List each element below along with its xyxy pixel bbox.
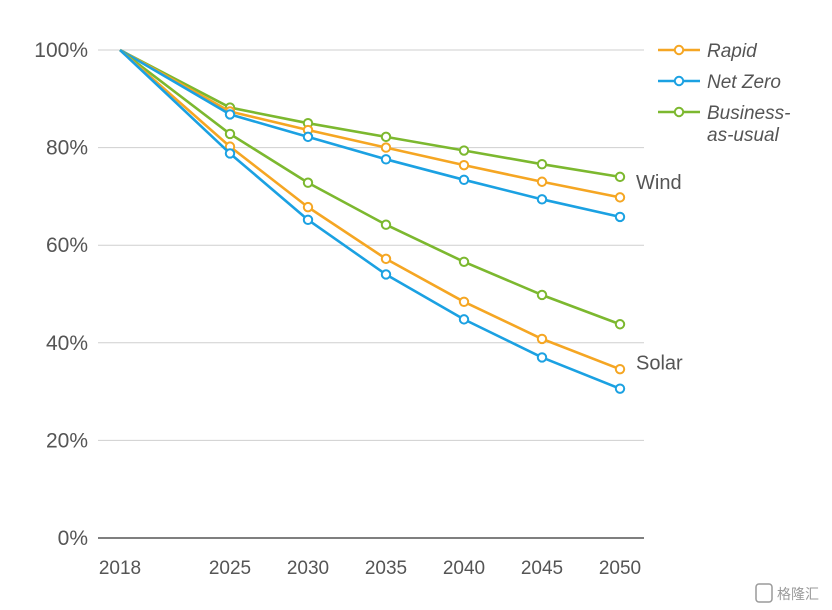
series-line (119, 48, 621, 179)
x-tick-label: 2035 (365, 558, 407, 579)
data-point (458, 256, 470, 267)
data-point (614, 383, 626, 394)
data-point (302, 201, 314, 213)
x-axis-tick-labels: 2018 2025 2030 2035 2040 2045 2050 (99, 558, 641, 579)
data-point (302, 177, 314, 188)
watermark-text: 格隆汇 (777, 586, 819, 602)
data-point (380, 154, 392, 165)
data-point (380, 219, 392, 230)
y-tick-label: 20% (46, 429, 88, 452)
x-tick-label: 2040 (443, 558, 485, 579)
watermark: 格隆汇 (755, 583, 819, 603)
data-point (536, 176, 548, 187)
x-tick-label: 2050 (599, 558, 641, 579)
y-axis-tick-labels: 0% 20% 40% 60% 80% 100% (34, 39, 88, 550)
group-label: Solar (636, 352, 683, 374)
legend-label-line2: as-usual (707, 125, 780, 146)
data-point (614, 171, 626, 183)
group-label: Wind (636, 172, 682, 194)
y-tick-label: 0% (58, 527, 88, 550)
x-tick-label: 2018 (99, 558, 141, 579)
data-point (380, 253, 392, 265)
data-point (614, 319, 626, 330)
y-tick-label: 60% (46, 234, 88, 257)
x-tick-label: 2045 (521, 558, 563, 579)
legend-label: Rapid (707, 41, 758, 62)
y-tick-label: 80% (46, 137, 88, 160)
data-point (224, 148, 236, 159)
data-point (614, 211, 626, 223)
data-point (458, 296, 470, 308)
data-point (458, 159, 470, 171)
x-tick-label: 2030 (287, 558, 329, 579)
data-point (536, 194, 548, 205)
gridlines (98, 49, 644, 539)
legend-swatch-marker (673, 75, 685, 87)
y-tick-label: 100% (34, 39, 88, 62)
group-annotations: Wind Solar (636, 172, 683, 375)
data-point (380, 269, 392, 280)
data-point (302, 131, 314, 143)
data-point (536, 289, 548, 301)
data-point (224, 128, 236, 140)
legend-swatch-marker (673, 44, 685, 56)
data-point (380, 142, 392, 153)
data-point (614, 363, 626, 375)
data-point (536, 333, 548, 345)
x-tick-label: 2025 (209, 558, 251, 579)
data-point (458, 314, 470, 325)
data-point (224, 109, 236, 120)
series-line (119, 49, 621, 371)
data-point (458, 174, 470, 186)
data-point (458, 145, 470, 156)
data-point (536, 158, 548, 170)
data-point (536, 352, 548, 363)
series-line (119, 48, 621, 199)
legend: Rapid Net Zero Business-as-usual (658, 41, 790, 146)
legend-label: Net Zero (707, 72, 781, 93)
data-point (380, 131, 392, 143)
series-lines (119, 48, 626, 394)
data-point (614, 192, 626, 203)
data-point (302, 214, 314, 226)
legend-label: Business- (707, 103, 790, 124)
legend-swatch-marker (673, 106, 685, 118)
y-tick-label: 40% (46, 332, 88, 355)
watermark-logo-icon (755, 583, 773, 603)
